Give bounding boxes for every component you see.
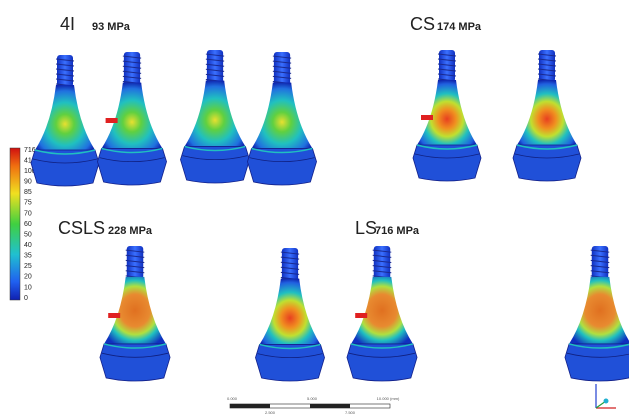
implant: [413, 50, 481, 181]
implant-body: [351, 277, 413, 344]
colorbar-label: 60: [24, 221, 32, 228]
max-marker: [108, 313, 120, 318]
colorbar: [10, 148, 20, 300]
implant-body: [569, 277, 629, 344]
panel-stress: 93 MPa: [92, 21, 131, 33]
max-marker: [421, 115, 433, 120]
implant-body: [417, 80, 477, 145]
implant: [255, 248, 324, 381]
implant-body: [35, 85, 95, 150]
colorbar-label: 90: [24, 179, 32, 186]
implant-body: [260, 278, 321, 344]
implant-collar: [31, 150, 99, 186]
implant-collar: [565, 344, 629, 381]
scale-bar: [230, 404, 390, 408]
scale-label: 0.000: [227, 396, 238, 401]
implant: [180, 50, 249, 183]
panel-stress: 228 MPa: [108, 225, 153, 237]
figure: 4I 93 MPa CS 174 MPa CSLS 228 MPa LS 716…: [0, 0, 629, 419]
implant-collar: [255, 344, 324, 381]
implant: [513, 50, 581, 181]
scale-label: 5.000: [307, 396, 318, 401]
implant: [100, 246, 170, 381]
scale-label: 10.000 (mm): [377, 396, 400, 401]
implant: [31, 55, 99, 186]
panel-stress: 174 MPa: [437, 21, 482, 33]
max-marker: [355, 313, 367, 318]
panel-label: LS: [355, 218, 377, 238]
implant: [97, 52, 166, 185]
implant-body: [102, 82, 163, 148]
implant-collar: [413, 145, 481, 181]
max-marker: [106, 118, 118, 123]
colorbar-label: 20: [24, 274, 32, 281]
implant-collar: [100, 344, 170, 381]
panel-stress: 716 MPa: [375, 225, 420, 237]
panel-label: 4I: [60, 14, 75, 34]
implant-body: [104, 277, 166, 344]
colorbar-label: 70: [24, 210, 32, 217]
colorbar-label: 85: [24, 189, 32, 196]
implant-body: [185, 80, 246, 146]
axis-triad: [596, 384, 616, 408]
implant-collar: [97, 148, 166, 185]
colorbar-label: 10: [24, 284, 32, 291]
scale-label: 2.500: [265, 410, 276, 415]
colorbar-label: 35: [24, 253, 32, 260]
colorbar-label: 25: [24, 263, 32, 270]
implant-collar: [247, 148, 316, 185]
implant-collar: [347, 344, 417, 381]
implant: [565, 246, 629, 381]
panel-label: CSLS: [58, 218, 105, 238]
colorbar-label: 40: [24, 242, 32, 249]
scale-label: 7.500: [345, 410, 356, 415]
implant: [247, 52, 316, 185]
implant-collar: [513, 145, 581, 181]
implant-body: [252, 82, 313, 148]
panel-label: CS: [410, 14, 435, 34]
implant-body: [517, 80, 577, 145]
implant-collar: [180, 146, 249, 183]
colorbar-label: 75: [24, 200, 32, 207]
implant: [347, 246, 417, 381]
colorbar-label: 0: [24, 295, 28, 302]
colorbar-label: 50: [24, 231, 32, 238]
